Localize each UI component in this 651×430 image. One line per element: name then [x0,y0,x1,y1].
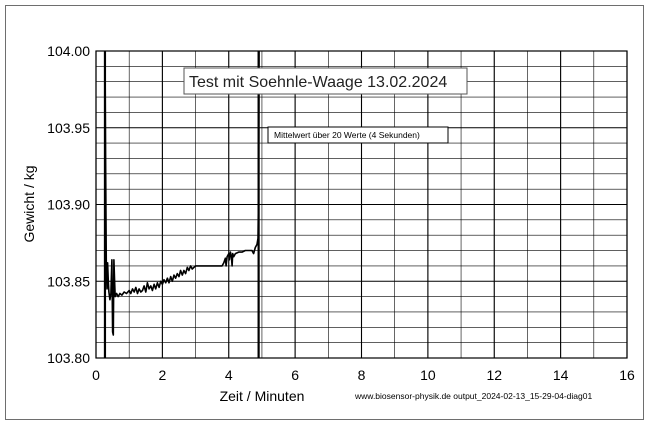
chart-frame [5,5,644,420]
x-tick-label: 16 [619,367,635,383]
annotation-box [267,126,449,144]
annotation-text: Mittelwert über 20 Werte (4 Sekunden) [274,130,420,140]
plot-area-border [95,50,628,359]
x-tick-label: 14 [553,367,569,383]
x-tick-label: 4 [225,367,233,383]
x-tick-label: 0 [92,367,100,383]
y-tick-label: 103.85 [47,273,90,289]
x-axis-ticks: 0 2 4 6 8 10 12 14 16 [92,367,635,383]
x-axis-title: Zeit / Minuten [220,388,305,404]
y-tick-label: 103.80 [47,350,90,366]
source-label: www.biosensor-physik.de output_2024-02-1… [354,391,592,401]
chart-title: Test mit Soehnle-Waage 13.02.2024 [189,74,447,91]
y-tick-label: 104.00 [47,43,90,59]
x-tick-label: 10 [420,367,436,383]
weight-series-line [104,50,260,336]
x-tick-label: 2 [158,367,166,383]
y-axis-ticks: 103.80 103.85 103.90 103.95 104.00 [47,43,90,366]
y-tick-label: 103.90 [47,197,90,213]
x-tick-label: 6 [291,367,299,383]
y-axis-title: Gewicht / kg [21,165,37,242]
x-tick-label: 12 [486,367,502,383]
y-tick-label: 103.95 [47,120,90,136]
chart-title-box [183,67,468,95]
x-tick-label: 8 [358,367,366,383]
